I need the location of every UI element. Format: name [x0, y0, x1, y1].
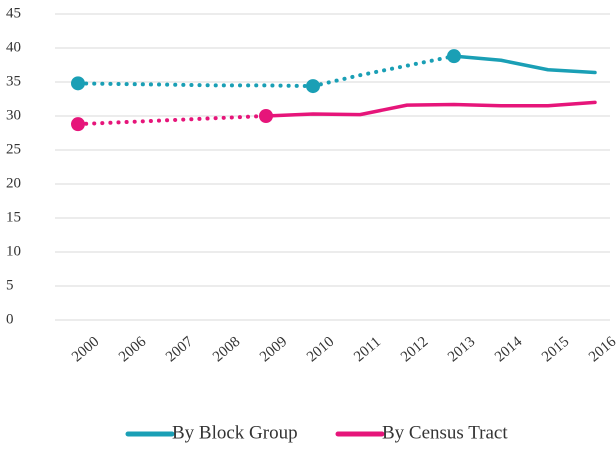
y-tick-label: 10 — [6, 243, 21, 259]
dotted-line — [76, 54, 456, 89]
y-tick-label: 30 — [6, 107, 21, 123]
y-tick-label: 0 — [6, 311, 14, 327]
legend-label: By Block Group — [172, 422, 298, 443]
y-tick-label: 20 — [6, 175, 21, 191]
x-tick-label: 2006 — [116, 333, 150, 365]
x-tick-label: 2012 — [398, 334, 431, 366]
line — [264, 100, 597, 118]
x-tick-label: 2015 — [539, 334, 572, 366]
line — [452, 54, 597, 75]
x-tick-label: 2013 — [445, 334, 478, 366]
point-marker — [71, 117, 85, 132]
y-tick-label: 40 — [6, 39, 21, 55]
x-tick-label: 2010 — [304, 334, 337, 366]
point-marker — [306, 79, 320, 94]
y-tick-label: 25 — [6, 141, 21, 157]
point-marker — [259, 109, 273, 123]
y-tick-label: 15 — [6, 209, 21, 225]
legend-label: By Census Tract — [382, 422, 508, 443]
point-marker — [447, 49, 461, 64]
y-tick-label: 45 — [6, 5, 21, 21]
x-tick-label: 2000 — [69, 334, 102, 366]
x-tick-label: 2011 — [351, 334, 384, 365]
point-marker — [71, 76, 85, 91]
x-tick-label: 2008 — [210, 334, 243, 366]
x-tick-label: 2007 — [163, 333, 197, 365]
dotted-line — [76, 114, 268, 127]
y-tick-label: 5 — [6, 277, 14, 293]
y-tick-label: 35 — [6, 73, 21, 89]
x-tick-label: 2014 — [492, 333, 526, 365]
x-tick-label: 2009 — [257, 334, 290, 366]
x-tick-label: 2016 — [586, 333, 616, 365]
